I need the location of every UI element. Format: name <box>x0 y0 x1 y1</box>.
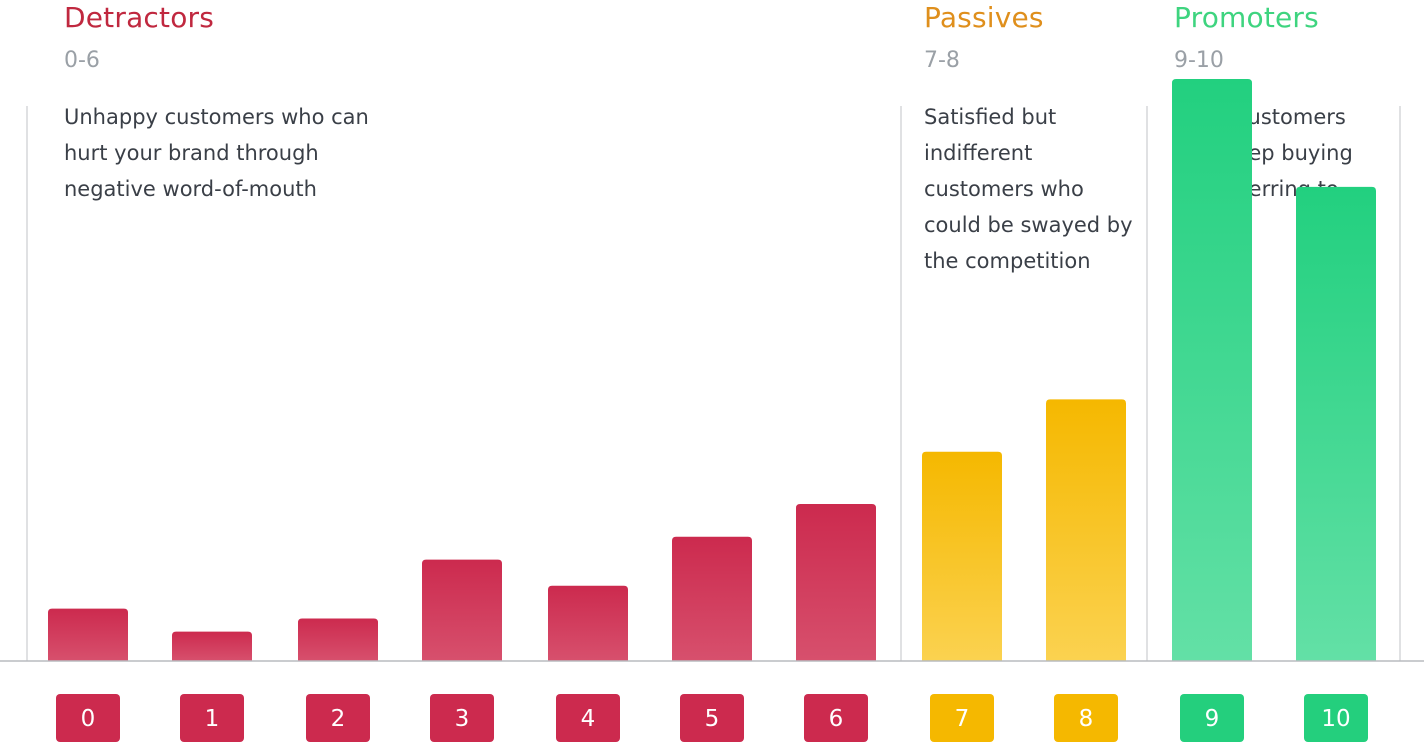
score-label-0: 0 <box>81 706 96 732</box>
score-badge-0 <box>56 694 120 742</box>
score-label-1: 1 <box>205 706 220 732</box>
score-label-10: 10 <box>1321 706 1350 732</box>
score-badge-4 <box>556 694 620 742</box>
score-badge-5 <box>680 694 744 742</box>
score-label-2: 2 <box>331 706 346 732</box>
score-badge-8 <box>1054 694 1118 742</box>
score-badge-2 <box>306 694 370 742</box>
passives-range: 7-8 <box>924 48 960 73</box>
promoters-title: Promoters <box>1174 1 1319 34</box>
score-badge-9 <box>1180 694 1244 742</box>
promoters-range: 9-10 <box>1174 48 1224 73</box>
score-label-4: 4 <box>581 706 596 732</box>
score-label-5: 5 <box>705 706 720 732</box>
score-badge-10 <box>1304 694 1368 742</box>
bar-score-9 <box>1172 78 1252 661</box>
bars <box>48 78 1376 661</box>
detractors-description-line-1: Unhappy customers who can <box>64 105 369 129</box>
score-badge-6 <box>804 694 868 742</box>
detractors-description-line-2: hurt your brand through <box>64 141 319 165</box>
detractors-title: Detractors <box>64 1 214 34</box>
score-badges: 0 1 2 3 4 5 6 7 8 9 10 <box>56 694 1368 742</box>
score-label-7: 7 <box>955 706 970 732</box>
bar-score-1 <box>172 631 252 661</box>
bar-score-10 <box>1296 186 1376 661</box>
segment-headers: Detractors 0-6 Unhappy customers who can… <box>64 1 1353 273</box>
score-label-8: 8 <box>1079 706 1094 732</box>
passives-description-line-2: indifferent <box>924 141 1032 165</box>
bar-score-7 <box>922 451 1002 661</box>
detractors-range: 0-6 <box>64 48 100 73</box>
bar-score-8 <box>1046 399 1126 661</box>
score-label-3: 3 <box>455 706 470 732</box>
bar-score-3 <box>422 559 502 661</box>
bar-score-6 <box>796 504 876 661</box>
score-badge-1 <box>180 694 244 742</box>
passives-description-line-3: customers who <box>924 177 1084 201</box>
bar-score-0 <box>48 608 128 661</box>
score-badge-3 <box>430 694 494 742</box>
passives-description-line-1: Satisfied but <box>924 105 1056 129</box>
bar-score-5 <box>672 536 752 661</box>
score-label-6: 6 <box>829 706 844 732</box>
segment-dividers <box>26 106 1401 661</box>
bar-score-4 <box>548 585 628 661</box>
score-badge-7 <box>930 694 994 742</box>
score-label-9: 9 <box>1205 706 1220 732</box>
bar-score-2 <box>298 618 378 661</box>
detractors-description-line-3: negative word-of-mouth <box>64 177 317 201</box>
passives-description-line-4: could be swayed by <box>924 213 1133 237</box>
passives-description-line-5: the competition <box>924 249 1091 273</box>
passives-title: Passives <box>924 1 1044 34</box>
